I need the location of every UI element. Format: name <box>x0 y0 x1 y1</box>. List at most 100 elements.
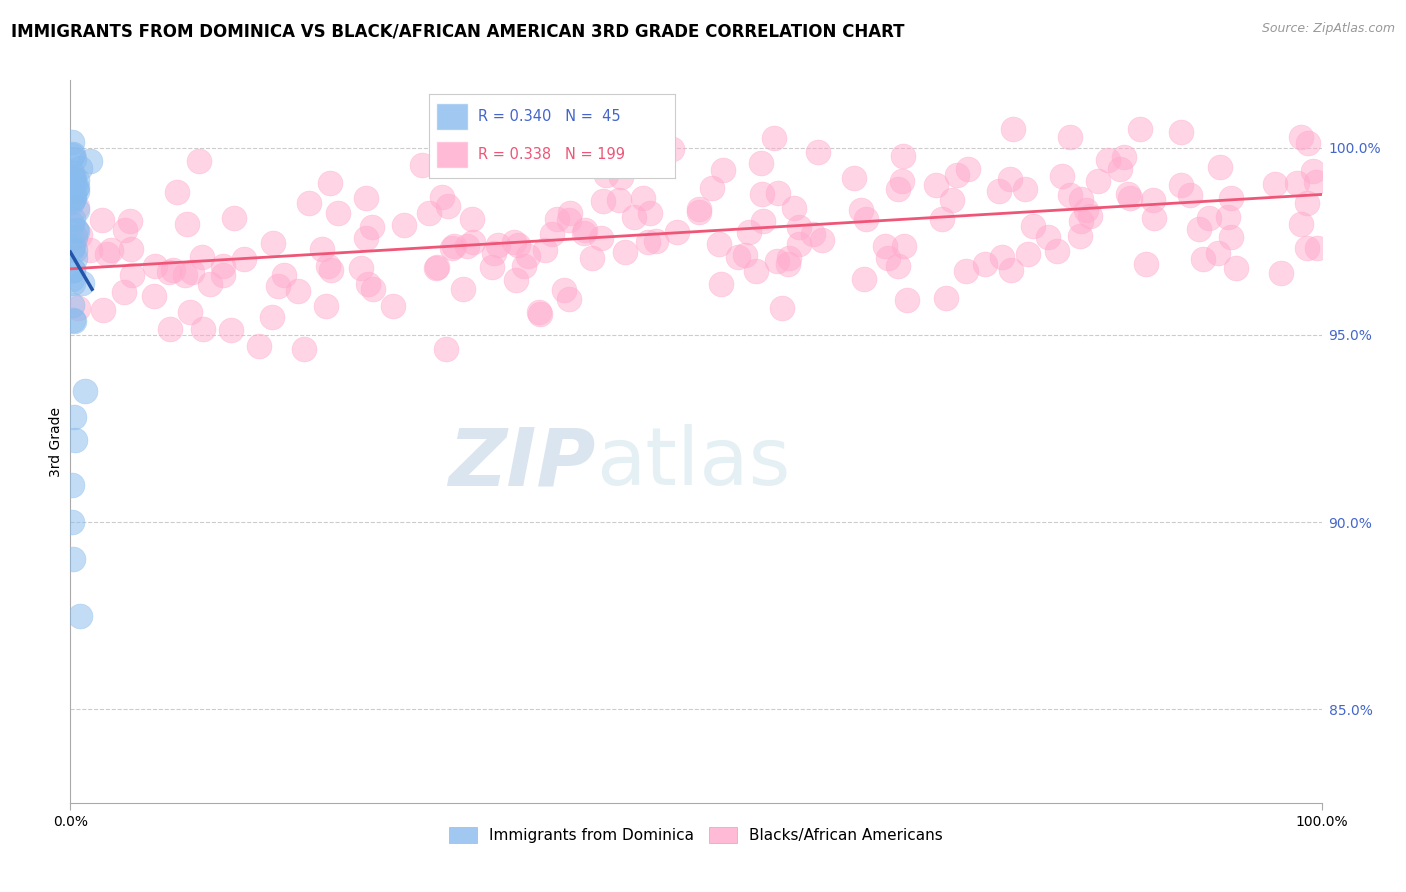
Point <box>1170 125 1192 139</box>
Point <box>991 250 1014 264</box>
Point <box>360 220 382 235</box>
Point <box>855 211 877 226</box>
Point <box>66 173 89 187</box>
Point <box>62 147 84 161</box>
Point <box>100 243 122 257</box>
Point <box>90 213 112 227</box>
Point <box>558 292 581 306</box>
Point <box>120 243 142 257</box>
Point <box>316 259 339 273</box>
Point <box>62 313 84 327</box>
Point <box>361 282 384 296</box>
Point <box>957 162 980 177</box>
Point <box>1050 169 1073 184</box>
Point <box>1014 182 1036 196</box>
Point <box>645 234 668 248</box>
Point <box>1022 219 1045 233</box>
Point <box>62 171 84 186</box>
Point <box>607 193 630 207</box>
Point <box>425 260 447 275</box>
Point <box>1289 218 1312 232</box>
Point <box>112 285 135 299</box>
Point <box>65 223 87 237</box>
Point <box>311 242 333 256</box>
Point <box>60 298 83 312</box>
Point <box>1059 188 1081 202</box>
Point <box>481 260 503 275</box>
Point <box>60 166 83 180</box>
Point <box>65 251 87 265</box>
Point <box>319 176 342 190</box>
Point <box>1135 257 1157 271</box>
Point <box>851 203 873 218</box>
Point <box>935 291 957 305</box>
Point <box>319 262 342 277</box>
Point <box>710 277 733 292</box>
Point <box>1170 178 1192 192</box>
Point <box>1143 211 1166 225</box>
Point <box>987 184 1010 198</box>
Point <box>516 249 538 263</box>
Point <box>486 237 509 252</box>
Point <box>751 187 773 202</box>
Point <box>287 284 309 298</box>
Point <box>356 231 378 245</box>
Point <box>533 244 555 258</box>
Point <box>738 225 761 239</box>
Point <box>260 310 283 325</box>
Point <box>463 235 485 249</box>
Point <box>69 161 91 176</box>
Text: R = 0.340   N =  45: R = 0.340 N = 45 <box>478 109 620 124</box>
Point <box>941 193 963 207</box>
Point <box>893 238 915 252</box>
Point <box>187 153 209 168</box>
Point <box>66 185 89 199</box>
Point <box>886 259 908 273</box>
Point <box>430 190 453 204</box>
Point <box>179 305 201 319</box>
Point <box>1208 160 1230 174</box>
Point <box>1017 246 1039 260</box>
Point <box>69 608 91 623</box>
Point <box>211 260 233 274</box>
Point <box>572 226 595 240</box>
Point <box>1220 230 1243 244</box>
Point <box>506 237 529 252</box>
Legend: Immigrants from Dominica, Blacks/African Americans: Immigrants from Dominica, Blacks/African… <box>443 822 949 849</box>
Point <box>887 182 910 196</box>
Point <box>63 433 86 447</box>
Point <box>1112 150 1135 164</box>
Point <box>66 179 89 194</box>
Point <box>631 191 654 205</box>
Point <box>1264 177 1286 191</box>
Point <box>357 277 380 291</box>
Point <box>1070 214 1092 228</box>
Point <box>955 263 977 277</box>
Point <box>623 210 645 224</box>
Point <box>1128 122 1150 136</box>
Point <box>541 227 564 242</box>
Point <box>592 194 614 208</box>
Point <box>118 214 141 228</box>
Point <box>1188 222 1211 236</box>
Point <box>1225 260 1247 275</box>
Point <box>688 204 710 219</box>
Point <box>807 145 830 159</box>
FancyBboxPatch shape <box>436 103 468 130</box>
Point <box>66 224 89 238</box>
Point <box>666 225 689 239</box>
Point <box>62 552 84 566</box>
Point <box>749 155 772 169</box>
Point <box>765 253 787 268</box>
Point <box>121 268 143 282</box>
Point <box>1296 136 1319 150</box>
Point <box>1002 122 1025 136</box>
Point <box>778 251 800 265</box>
Point <box>751 214 773 228</box>
Point <box>96 247 118 261</box>
Point <box>354 192 377 206</box>
Point <box>326 206 349 220</box>
Text: Source: ZipAtlas.com: Source: ZipAtlas.com <box>1261 22 1395 36</box>
Point <box>1074 202 1097 217</box>
FancyBboxPatch shape <box>436 141 468 169</box>
